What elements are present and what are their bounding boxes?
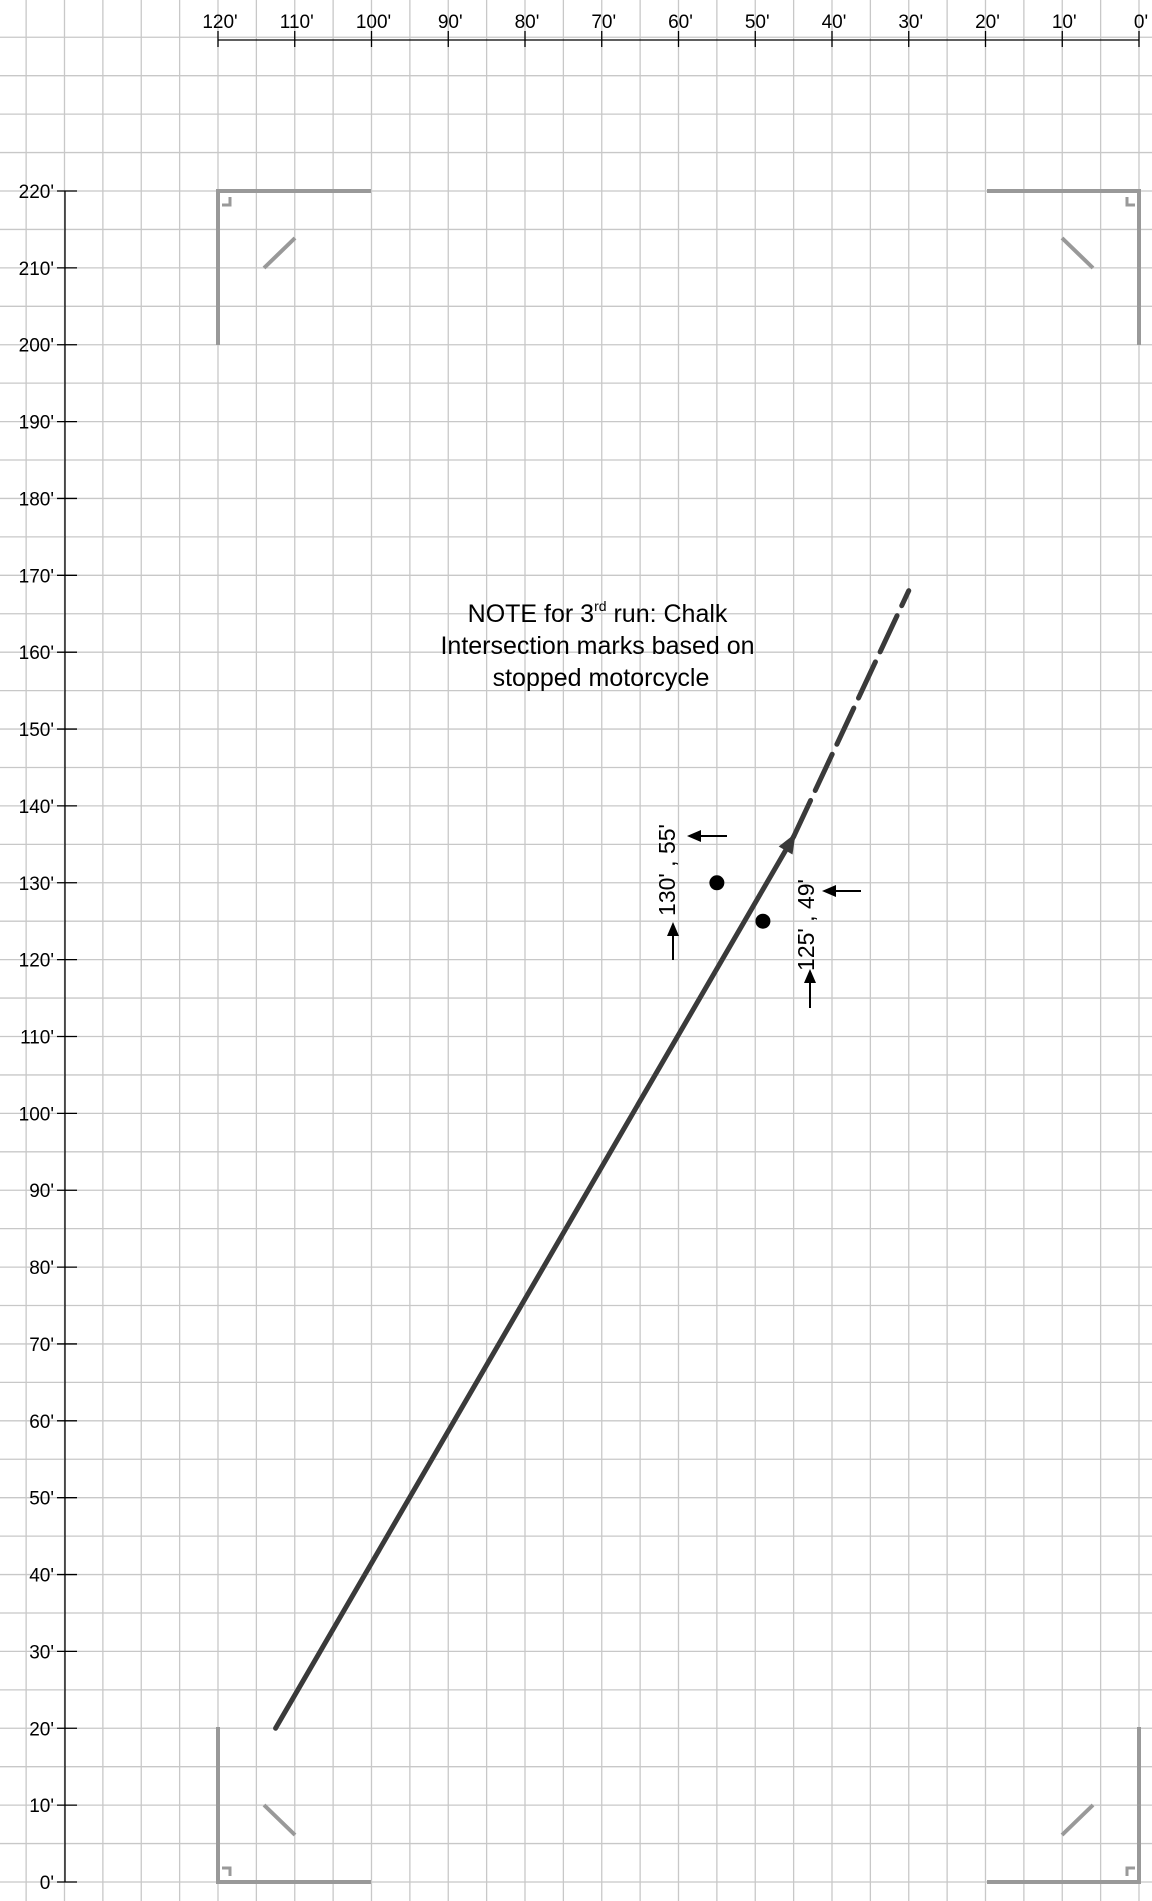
y-tick-label: 160' (19, 643, 54, 664)
y-tick-label: 200' (19, 336, 54, 357)
y-tick-label: 180' (19, 489, 54, 510)
corner-bracket (216, 1727, 371, 1884)
y-tick-label: 40' (29, 1566, 54, 1587)
corner-notch (222, 1866, 232, 1876)
path-arrow-head (778, 833, 796, 855)
y-tick-label: 30' (29, 1642, 54, 1663)
note-line-1: NOTE for 3rd run: Chalk (468, 598, 728, 628)
corner-notch (222, 197, 232, 207)
x-tick-label: 60' (668, 12, 693, 33)
corner-marker-bottom-right (987, 1727, 1141, 1884)
y-axis: 220' 210' 200' 190' 180' 170' 160' 150' 140' 130'… (19, 182, 77, 1894)
corner-diagonal (1060, 236, 1095, 270)
x-tick-label: 120' (202, 12, 237, 33)
corner-bracket (216, 189, 371, 345)
corner-diagonal (1060, 1803, 1095, 1837)
y-tick-label: 130' (19, 874, 54, 895)
intersection-point (755, 913, 771, 929)
x-tick-label: 40' (822, 12, 847, 33)
y-tick-label: 220' (19, 182, 54, 203)
intersection-point (709, 875, 725, 891)
corner-notch (1125, 1866, 1135, 1876)
y-tick-label: 140' (19, 797, 54, 818)
note-line-2: Intersection marks based on (440, 632, 754, 660)
y-tick-label: 170' (19, 566, 54, 587)
corner-notch (1125, 197, 1135, 207)
x-tick-label: 0' (1134, 12, 1148, 33)
y-tick-label: 50' (29, 1489, 54, 1510)
corner-bracket (987, 189, 1141, 345)
y-tick-label: 120' (19, 951, 54, 972)
y-tick-label: 210' (19, 259, 54, 280)
pointer-arrow (804, 969, 816, 1008)
x-tick-label: 80' (515, 12, 540, 33)
y-tick-label: 110' (20, 1028, 54, 1049)
x-tick-label: 100' (356, 12, 391, 33)
x-tick-label: 110' (280, 12, 314, 33)
y-tick-label: 90' (29, 1181, 54, 1202)
point-label: 130' , 55' (654, 824, 680, 916)
y-tick-label: 80' (29, 1258, 54, 1279)
path-solid-line (273, 834, 797, 1731)
y-tick-label: 70' (29, 1335, 54, 1356)
corner-marker-top-right (987, 189, 1141, 345)
note-line-3: stopped motorcycle (493, 664, 710, 692)
pointer-arrow (822, 885, 861, 897)
y-tick-label: 10' (29, 1796, 54, 1817)
x-axis: 120' 110' 100' 90' 80' 70' 60' 50' 40' 30' 20' 10' 0… (202, 12, 1148, 47)
x-axis-ticks: 120' 110' 100' 90' 80' 70' 60' 50' 40' 30' 20' 10' 0… (202, 12, 1148, 47)
corner-marker-bottom-left (216, 1727, 371, 1884)
x-tick-label: 70' (591, 12, 616, 33)
point-label: 125' , 49' (793, 879, 819, 971)
y-tick-label: 190' (19, 413, 54, 434)
path-dashed-line (791, 588, 912, 840)
x-tick-label: 20' (975, 12, 1000, 33)
corner-diagonal (262, 1803, 297, 1837)
corner-diagonal (262, 236, 297, 270)
y-tick-label: 60' (29, 1412, 54, 1433)
y-tick-label: 0' (40, 1873, 54, 1894)
x-tick-label: 50' (745, 12, 770, 33)
y-axis-ticks: 220' 210' 200' 190' 180' 170' 160' 150' 140' 130'… (19, 182, 77, 1894)
corner-bracket (987, 1727, 1141, 1884)
y-tick-label: 100' (19, 1104, 54, 1125)
y-tick-label: 150' (19, 720, 54, 741)
pointer-arrow (687, 830, 727, 842)
x-tick-label: 90' (438, 12, 463, 33)
y-tick-label: 20' (29, 1719, 54, 1740)
x-tick-label: 30' (898, 12, 923, 33)
corner-marker-top-left (216, 189, 371, 345)
pointer-arrow (667, 922, 679, 960)
intersection-points: 130' , 55' 125' , 49' (654, 824, 861, 1008)
note-text: NOTE for 3rd run: Chalk Intersection mar… (440, 598, 761, 692)
motorcycle-path (273, 588, 912, 1731)
x-tick-label: 10' (1052, 12, 1077, 33)
